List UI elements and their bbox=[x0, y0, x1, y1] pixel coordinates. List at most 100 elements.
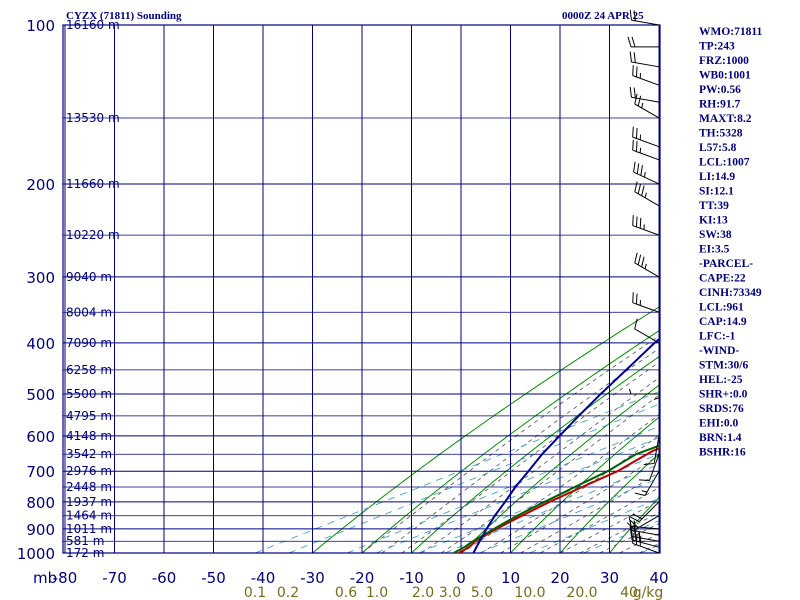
temperature-tick-label: 30 bbox=[600, 569, 619, 587]
wind-barb-shaft bbox=[631, 525, 660, 530]
wind-barb-flag bbox=[629, 86, 632, 98]
height-label: 9040 m bbox=[66, 270, 112, 284]
wind-barb bbox=[653, 369, 660, 400]
wind-barb-half-flag bbox=[644, 192, 647, 198]
wind-barb-flag bbox=[633, 161, 636, 173]
wind-barb-half-flag bbox=[653, 397, 660, 400]
pressure-tick-label: 400 bbox=[26, 335, 55, 353]
plot-frame bbox=[62, 24, 661, 554]
wind-barb-shaft bbox=[631, 535, 660, 542]
height-label: 1011 m bbox=[66, 522, 112, 536]
index-value: BSHR:16 bbox=[699, 447, 746, 459]
mixing-ratio-label: 0.1 bbox=[244, 585, 266, 600]
index-value: EI:3.5 bbox=[699, 244, 730, 256]
wind-barb-flag bbox=[634, 181, 638, 192]
chart-grid bbox=[62, 24, 800, 554]
mixing-ratio-line bbox=[529, 497, 660, 553]
wind-barb-flag bbox=[639, 535, 642, 547]
wind-barb-flag bbox=[635, 293, 638, 305]
wind-barb-shaft bbox=[638, 501, 660, 522]
temperature-tick-label: -30 bbox=[300, 569, 325, 587]
pressure-tick-label: 700 bbox=[26, 463, 55, 481]
pressure-tick-label: 500 bbox=[26, 386, 55, 404]
wind-barb-flag bbox=[641, 185, 645, 196]
index-value: CAPE:22 bbox=[699, 273, 746, 285]
wind-barb-shaft bbox=[631, 529, 660, 536]
wind-barb bbox=[626, 515, 660, 531]
temperature-tick-label: 10 bbox=[501, 569, 520, 587]
index-value: LI:14.9 bbox=[699, 171, 735, 183]
wind-barb-half-flag bbox=[644, 263, 647, 270]
height-label: 4795 m bbox=[66, 409, 112, 423]
height-label: 4148 m bbox=[66, 429, 112, 443]
wind-barb-flag bbox=[643, 462, 655, 466]
wind-barb-flag bbox=[638, 479, 650, 482]
mixing-ratio-label: 0.6 bbox=[335, 585, 357, 600]
index-value: SHR+:0.0 bbox=[699, 389, 748, 401]
index-value: MAXT:8.2 bbox=[699, 113, 752, 125]
mixing-ratio-label: 10.0 bbox=[514, 585, 545, 600]
wind-barb bbox=[632, 292, 660, 313]
wind-barb-flag bbox=[629, 525, 632, 537]
wind-barb-half-flag bbox=[641, 490, 648, 493]
wind-barb-flag bbox=[639, 217, 642, 229]
wind-barb-flag bbox=[632, 126, 634, 138]
moist-adiabat bbox=[559, 499, 660, 553]
wind-barb-shaft bbox=[634, 515, 660, 531]
pressure-tick-label: 1000 bbox=[17, 545, 55, 563]
mixing-ratio-label: 5.0 bbox=[471, 585, 493, 600]
parcel-line bbox=[472, 336, 660, 553]
temperature-tick-label: 0 bbox=[456, 569, 466, 587]
temperature-tick-label: -60 bbox=[152, 569, 177, 587]
pressure-tick-label: 200 bbox=[26, 176, 55, 194]
wind-barb bbox=[632, 65, 660, 86]
temperature-line bbox=[458, 447, 660, 553]
wind-barb-flag bbox=[633, 87, 636, 99]
wind-barb bbox=[632, 215, 660, 236]
height-label: 172 m bbox=[66, 546, 104, 560]
index-value: BRN:1.4 bbox=[699, 432, 742, 444]
pressure-tick-label: 300 bbox=[26, 269, 55, 287]
wind-barb bbox=[632, 126, 660, 148]
index-value: CAP:14.9 bbox=[699, 316, 747, 328]
wind-barb bbox=[634, 252, 660, 278]
wind-barb-flag bbox=[633, 10, 636, 21]
wind-barb-shaft bbox=[644, 470, 660, 496]
index-value: SRDS:76 bbox=[699, 403, 744, 415]
wind-barb-shaft bbox=[632, 302, 660, 313]
wind-barb-flag bbox=[635, 141, 638, 152]
chart-series bbox=[453, 336, 660, 553]
height-label: 5500 m bbox=[66, 387, 112, 401]
temperature-tick-label: -70 bbox=[102, 569, 127, 587]
mixing-ratio-label: 20.0 bbox=[566, 585, 597, 600]
wind-barb-flag bbox=[632, 292, 634, 303]
wind-barb-flag bbox=[632, 513, 643, 520]
index-value: PW:0.56 bbox=[699, 84, 741, 96]
mixing-ratio-line bbox=[583, 519, 660, 553]
wind-barb bbox=[633, 161, 660, 185]
wind-barb-half-flag bbox=[641, 102, 644, 109]
mixing-ratio-label: 3.0 bbox=[439, 585, 461, 600]
index-value: SW:38 bbox=[699, 229, 732, 241]
height-label: 1464 m bbox=[66, 509, 112, 523]
wind-barb bbox=[634, 318, 660, 344]
temperature-tick-label: -80 bbox=[53, 569, 78, 587]
height-label: 2448 m bbox=[66, 480, 112, 494]
wind-barb-shaft bbox=[631, 539, 660, 548]
wind-barb-flag bbox=[634, 93, 638, 105]
wind-barb-flag bbox=[629, 516, 640, 523]
wind-barb-flag bbox=[635, 128, 638, 139]
pressure-tick-label: 900 bbox=[26, 521, 55, 539]
height-label: 581 m bbox=[66, 534, 104, 548]
wind-barb bbox=[629, 525, 660, 542]
dry-adiabat bbox=[758, 25, 800, 553]
wind-barb bbox=[638, 454, 660, 482]
wind-barb-flag bbox=[628, 516, 632, 527]
height-label: 1937 m bbox=[66, 495, 112, 509]
wind-barb bbox=[643, 435, 660, 466]
height-label: 2976 m bbox=[66, 464, 112, 478]
wind-barb-shaft bbox=[634, 262, 660, 278]
wind-barb-flag bbox=[634, 252, 638, 264]
wind-barb-shaft bbox=[631, 96, 660, 103]
